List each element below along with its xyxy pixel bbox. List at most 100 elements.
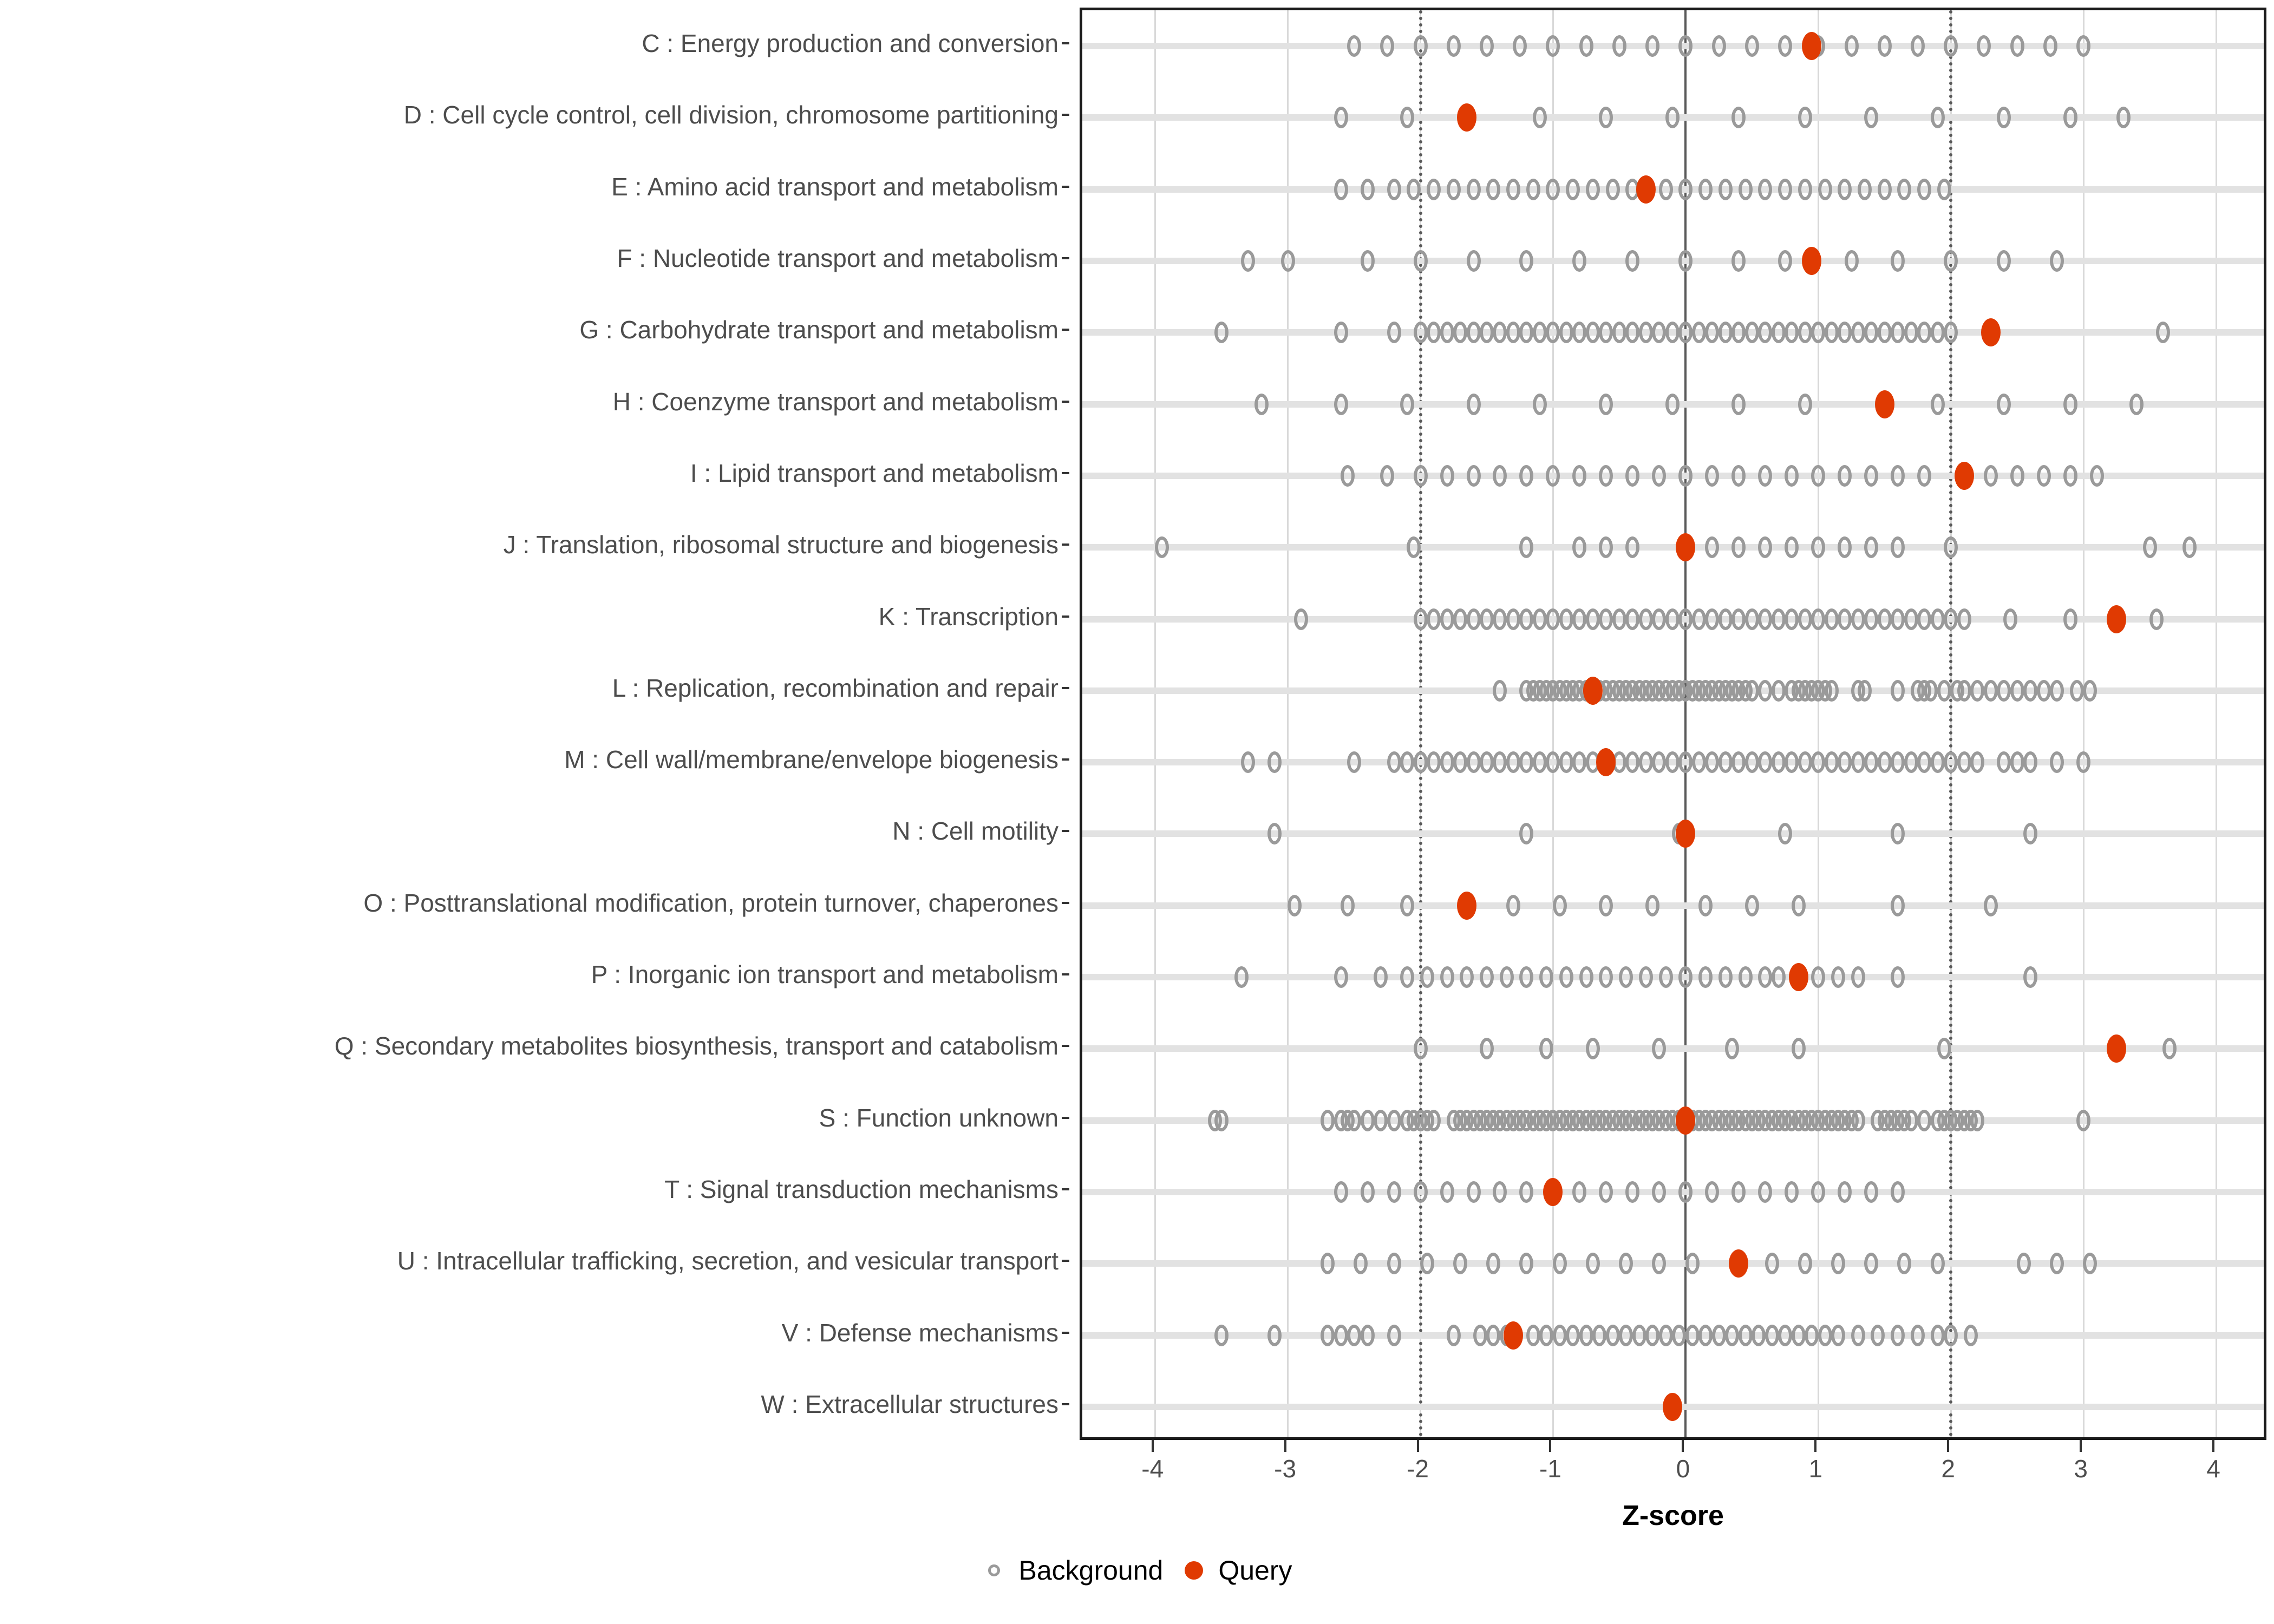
query-point-D[interactable] bbox=[1457, 103, 1477, 132]
background-point bbox=[1917, 464, 1932, 487]
query-point-N[interactable] bbox=[1676, 820, 1696, 848]
background-point bbox=[1559, 322, 1573, 344]
background-point bbox=[1572, 536, 1587, 559]
background-point bbox=[1851, 322, 1865, 344]
background-point bbox=[2156, 322, 2171, 344]
background-point bbox=[1605, 1324, 1620, 1346]
y-axis-label-E: E : Amino acid transport and metabolism bbox=[611, 172, 1058, 201]
background-point bbox=[1851, 1109, 1865, 1131]
background-point bbox=[1678, 751, 1693, 774]
background-point bbox=[2010, 35, 2024, 57]
background-point bbox=[1287, 894, 1302, 916]
x-tick-3 bbox=[2080, 1440, 2082, 1452]
background-point bbox=[1625, 322, 1640, 344]
background-marker-icon bbox=[982, 1558, 1007, 1583]
background-point bbox=[1519, 608, 1534, 630]
background-point bbox=[1665, 322, 1680, 344]
background-point bbox=[1778, 178, 1793, 200]
background-point bbox=[1460, 966, 1474, 988]
background-point bbox=[1493, 1181, 1507, 1203]
query-point-F[interactable] bbox=[1802, 247, 1822, 276]
background-point bbox=[1400, 751, 1415, 774]
background-point bbox=[1937, 679, 1951, 702]
query-point-L[interactable] bbox=[1583, 676, 1603, 705]
background-point bbox=[1838, 178, 1852, 200]
background-point bbox=[1765, 1324, 1779, 1346]
background-point bbox=[1532, 107, 1547, 129]
y-tick-N bbox=[1062, 830, 1069, 833]
background-point bbox=[1758, 1181, 1773, 1203]
background-point bbox=[1519, 823, 1534, 845]
y-axis-label-G: G : Carbohydrate transport and metabolis… bbox=[579, 316, 1058, 344]
background-point bbox=[1917, 1109, 1932, 1131]
background-point bbox=[1798, 178, 1812, 200]
query-point-I[interactable] bbox=[1954, 461, 1974, 490]
query-point-C[interactable] bbox=[1802, 32, 1822, 61]
background-point bbox=[1658, 1324, 1673, 1346]
query-point-J[interactable] bbox=[1676, 533, 1696, 562]
background-point bbox=[1413, 751, 1428, 774]
background-point bbox=[1267, 823, 1282, 845]
background-point bbox=[2083, 679, 2097, 702]
background-point bbox=[1387, 178, 1401, 200]
background-point bbox=[1466, 250, 1481, 272]
query-point-W[interactable] bbox=[1662, 1392, 1682, 1421]
row-band-J bbox=[1082, 544, 2264, 551]
query-point-E[interactable] bbox=[1636, 175, 1656, 204]
background-point bbox=[1930, 751, 1945, 774]
query-point-T[interactable] bbox=[1543, 1177, 1563, 1206]
background-point bbox=[1241, 250, 1256, 272]
background-point bbox=[1705, 464, 1720, 487]
background-point bbox=[1771, 751, 1786, 774]
y-tick-E bbox=[1062, 185, 1069, 188]
query-point-V[interactable] bbox=[1503, 1321, 1523, 1350]
row-band-I bbox=[1082, 472, 2264, 479]
background-point bbox=[1479, 322, 1494, 344]
background-point bbox=[1592, 1324, 1607, 1346]
background-point bbox=[2010, 679, 2024, 702]
query-point-U[interactable] bbox=[1729, 1249, 1749, 1278]
query-point-H[interactable] bbox=[1874, 390, 1894, 418]
background-point bbox=[1831, 966, 1846, 988]
gridline-x--4 bbox=[1154, 10, 1156, 1437]
background-point bbox=[1532, 608, 1547, 630]
background-point bbox=[2023, 679, 2038, 702]
background-point bbox=[1579, 35, 1593, 57]
background-point bbox=[1771, 966, 1786, 988]
background-point bbox=[1778, 250, 1793, 272]
background-point bbox=[1738, 1324, 1753, 1346]
background-point bbox=[1970, 679, 1985, 702]
background-point bbox=[1559, 751, 1573, 774]
background-point bbox=[1599, 107, 1613, 129]
query-point-P[interactable] bbox=[1788, 963, 1808, 992]
x-axis-title: Z-score bbox=[1622, 1500, 1724, 1531]
background-point bbox=[1347, 1324, 1362, 1346]
y-tick-J bbox=[1062, 543, 1069, 546]
background-point bbox=[1963, 1324, 1978, 1346]
background-point bbox=[1387, 1181, 1401, 1203]
query-point-G[interactable] bbox=[1981, 318, 2001, 347]
background-point bbox=[1983, 464, 1998, 487]
background-point bbox=[1652, 751, 1667, 774]
x-tick--1 bbox=[1549, 1440, 1552, 1452]
x-tick-label-3: 3 bbox=[2074, 1455, 2088, 1483]
background-point bbox=[1705, 1181, 1720, 1203]
background-point bbox=[1811, 464, 1826, 487]
query-point-K[interactable] bbox=[2107, 605, 2127, 633]
query-point-O[interactable] bbox=[1457, 891, 1477, 920]
query-point-Q[interactable] bbox=[2107, 1034, 2127, 1063]
background-point bbox=[1970, 1109, 1985, 1131]
background-point bbox=[1532, 322, 1547, 344]
background-point bbox=[1738, 966, 1753, 988]
background-point bbox=[1440, 1181, 1454, 1203]
query-point-S[interactable] bbox=[1676, 1106, 1696, 1135]
background-point bbox=[1493, 322, 1507, 344]
background-point bbox=[1380, 35, 1395, 57]
background-point bbox=[1678, 250, 1693, 272]
background-point bbox=[1619, 966, 1633, 988]
background-point bbox=[1599, 536, 1613, 559]
query-point-M[interactable] bbox=[1596, 748, 1616, 777]
background-point bbox=[1678, 464, 1693, 487]
background-point bbox=[1798, 322, 1812, 344]
